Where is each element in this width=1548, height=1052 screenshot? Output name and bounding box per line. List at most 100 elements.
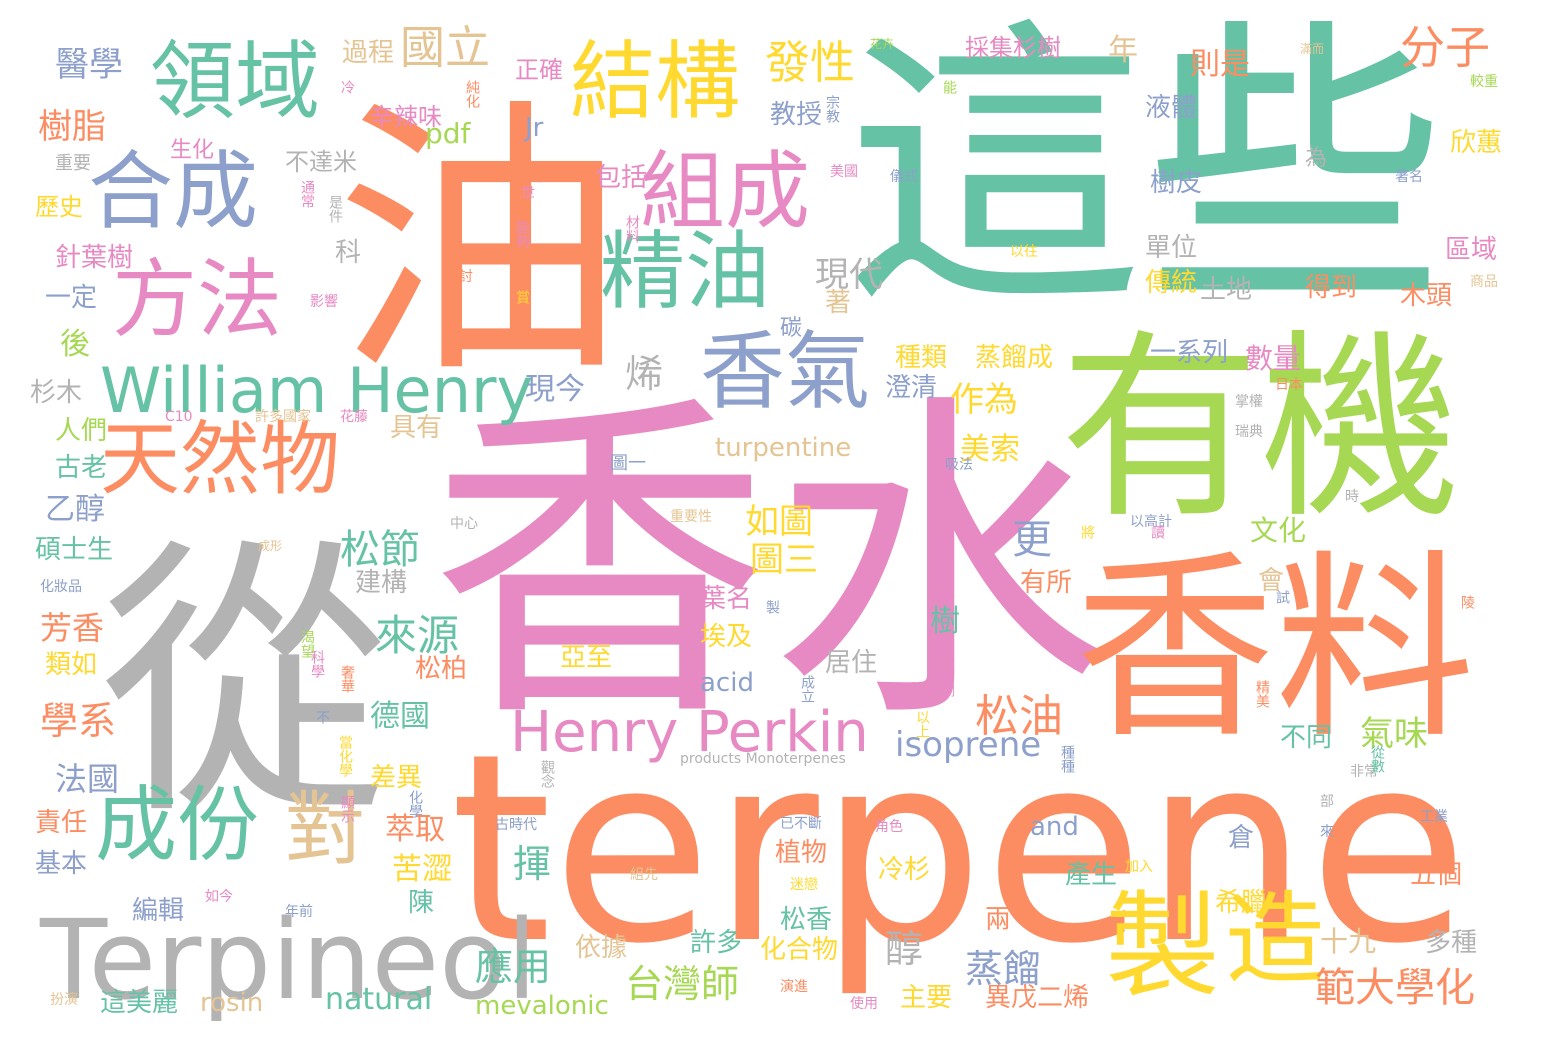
cloud-word: and [1030, 812, 1079, 842]
cloud-word: 天然物 [100, 413, 340, 506]
cloud-word: 樹皮 [1150, 168, 1203, 198]
cloud-word: 五個 [1410, 860, 1463, 890]
cloud-word: 成份 [95, 778, 260, 873]
cloud-word: 文化 [1250, 514, 1307, 547]
cloud-word: 以高計 [1130, 514, 1172, 530]
cloud-word: 角色 [875, 819, 903, 835]
cloud-word: 過程 [342, 38, 395, 68]
cloud-word: 香水 [430, 367, 1110, 763]
cloud-word: 傳統 [1145, 268, 1198, 298]
cloud-word: 這美麗 [100, 988, 179, 1018]
cloud-word: 生化 [170, 138, 215, 163]
cloud-word: 建構 [355, 568, 408, 598]
cloud-word: 學系 [40, 699, 117, 743]
cloud-word: 範大學化 [1315, 965, 1475, 1011]
cloud-word: 樹 [930, 604, 960, 639]
cloud-word: 來源 [375, 611, 460, 660]
cloud-word: 純化 [464, 80, 480, 108]
cloud-word: 欣蕙 [1450, 128, 1503, 158]
cloud-word: 中心 [450, 516, 478, 532]
cloud-word: 已不斷 [780, 816, 822, 832]
cloud-word: 作為 [950, 380, 1018, 420]
cloud-word: 將 [1079, 525, 1095, 539]
cloud-word: 成形 [258, 539, 283, 553]
cloud-word: 主要 [900, 983, 953, 1013]
cloud-word: Henry Perkin [510, 700, 869, 765]
cloud-word: 陳 [408, 888, 435, 918]
cloud-word: 氣味 [1360, 714, 1428, 754]
cloud-word: 台灣師 [625, 962, 740, 1006]
cloud-word: 烯 [625, 352, 664, 396]
cloud-word: 渴望 [299, 630, 315, 658]
cloud-word: 法國 [55, 760, 120, 798]
cloud-word: 造 [1225, 881, 1325, 998]
cloud-word: 冷杉 [878, 855, 931, 885]
cloud-word: 國立 [400, 21, 491, 74]
cloud-word: 松香 [780, 905, 833, 935]
cloud-word: 後 [60, 327, 90, 362]
cloud-word: 為 [1305, 146, 1328, 171]
cloud-word: 現代 [815, 255, 883, 295]
cloud-word: 針葉樹 [55, 243, 134, 273]
cloud-word: 陵 [1459, 595, 1475, 609]
cloud-word: 領域 [150, 33, 321, 132]
cloud-word: 有所 [1020, 568, 1073, 598]
cloud-word: 精美 [1254, 680, 1270, 708]
cloud-word: 從 [100, 516, 390, 853]
cloud-word: 依據 [575, 933, 628, 963]
cloud-word: products Monoterpenes [680, 751, 846, 767]
cloud-word: 迷戀 [790, 877, 818, 893]
cloud-word: 單位 [1145, 233, 1198, 263]
cloud-word: Jr [525, 113, 544, 143]
cloud-word: 冷 [339, 80, 355, 94]
cloud-word: C10 [165, 409, 193, 425]
cloud-word: 松柏 [415, 654, 468, 684]
cloud-word: mevalonic [475, 991, 609, 1021]
cloud-word: 一系列 [1150, 338, 1229, 368]
cloud-word: 不同 [1280, 723, 1333, 753]
cloud-word: 正確 [515, 56, 563, 84]
cloud-word: 德國 [370, 699, 430, 734]
cloud-word: 植物 [775, 838, 828, 868]
cloud-word: 掌權 [1235, 394, 1263, 410]
cloud-word: 種種 [1059, 745, 1075, 773]
cloud-word: 殺菌劑 [939, 655, 955, 697]
cloud-word: 應用 [475, 945, 552, 989]
cloud-word: 差異 [370, 763, 423, 793]
cloud-word: 組先 [630, 867, 658, 883]
cloud-word: 儀式 [890, 169, 918, 185]
cloud-word: 從數 [1369, 745, 1385, 773]
cloud-word: 採集杉樹 [965, 34, 1061, 62]
cloud-word: 如圖 [745, 502, 813, 542]
cloud-word: 產生 [1065, 860, 1118, 890]
cloud-word: 對 [285, 783, 365, 876]
cloud-word: 材料 [624, 215, 640, 243]
cloud-word: 區域 [1445, 235, 1498, 265]
cloud-word: 以上 [914, 710, 930, 738]
cloud-word: 著名 [1395, 169, 1423, 185]
cloud-word: 醇 [885, 927, 924, 971]
cloud-word: 松節 [340, 527, 420, 573]
cloud-word: 希臘 [1215, 888, 1268, 918]
cloud-word: 商品 [1470, 274, 1498, 290]
cloud-word: 蒸餾 [965, 947, 1042, 991]
cloud-word: turpentine [715, 433, 852, 463]
cloud-word: 製 [1105, 880, 1221, 1014]
cloud-word: 發性 [765, 36, 856, 89]
cloud-word: 種類 [895, 343, 948, 373]
cloud-word: 探討 [445, 269, 473, 285]
cloud-word: 能 [941, 80, 957, 94]
cloud-word: 如今 [205, 889, 233, 905]
cloud-word: 觀念 [539, 760, 555, 788]
cloud-word: 科 [335, 238, 362, 268]
cloud-word: 成立 [799, 675, 815, 703]
cloud-word: 得到 [1305, 273, 1358, 303]
cloud-word: 以往 [1010, 244, 1038, 260]
cloud-word: 使用 [850, 996, 878, 1012]
cloud-word: 能夠 [514, 220, 530, 248]
cloud-word: 分子 [1400, 21, 1491, 74]
cloud-word: 香料 [1075, 533, 1476, 766]
cloud-word: 化妝品 [40, 579, 82, 595]
cloud-word: 圖三 [750, 540, 818, 580]
